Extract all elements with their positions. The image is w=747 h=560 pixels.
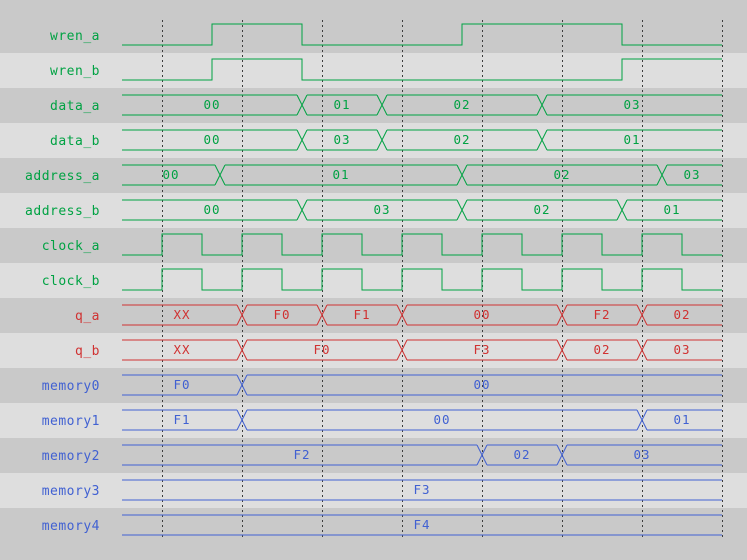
- bus-value-label: 03: [633, 447, 650, 462]
- bus-value-label: 03: [623, 97, 640, 112]
- row-stripe-light: [0, 473, 747, 508]
- row-stripe-light: [0, 333, 747, 368]
- bus-value-label: 02: [453, 97, 470, 112]
- signal-row-data_b[interactable]: data_b 00 03 02 01: [50, 129, 722, 151]
- bus-value-label: F1: [173, 412, 190, 427]
- digital-wave-wren_a: [122, 23, 722, 46]
- bus-value-label: 00: [203, 132, 220, 147]
- signal-row-memory3[interactable]: memory3 F3: [42, 479, 722, 501]
- signal-name-data_a[interactable]: data_a: [50, 99, 100, 114]
- signal-row-address_b[interactable]: address_b 00 03 02 01: [25, 199, 722, 221]
- bus-value-label: 03: [373, 202, 390, 217]
- bus-value-label: 03: [333, 132, 350, 147]
- bus-value-label: 03: [673, 342, 690, 357]
- signal-name-wren_b[interactable]: wren_b: [50, 64, 100, 79]
- bus-value-label: 00: [473, 307, 490, 322]
- bus-wave-data_b: [122, 129, 722, 151]
- bus-value-label: 00: [203, 97, 220, 112]
- bus-value-label: 01: [333, 97, 350, 112]
- signal-name-data_b[interactable]: data_b: [50, 134, 100, 149]
- signal-row-memory2[interactable]: memory2 F2 02 03: [42, 444, 722, 466]
- bus-value-label: 02: [513, 447, 530, 462]
- bus-value-label: XX: [173, 342, 190, 357]
- bus-value-label: F3: [473, 342, 490, 357]
- bus-value-label: 00: [473, 377, 490, 392]
- signal-name-q_a[interactable]: q_a: [75, 309, 100, 324]
- signal-name-address_b[interactable]: address_b: [25, 204, 100, 219]
- signal-name-memory4[interactable]: memory4: [42, 519, 100, 534]
- bus-value-label: 01: [673, 412, 690, 427]
- signal-name-q_b[interactable]: q_b: [75, 344, 100, 359]
- signal-name-wren_a[interactable]: wren_a: [50, 29, 100, 44]
- signal-row-wren_a[interactable]: wren_a: [50, 23, 722, 46]
- bus-wave-memory0: [122, 374, 722, 396]
- bus-wave-q_b: [122, 339, 722, 361]
- bus-value-label: F2: [593, 307, 610, 322]
- signal-row-q_a[interactable]: q_a XX F0 F1 00 F2 02: [75, 304, 722, 326]
- bus-value-label: 00: [433, 412, 450, 427]
- bus-wave-memory3: [122, 479, 722, 501]
- bus-value-label: 02: [453, 132, 470, 147]
- bus-value-label: 00: [203, 202, 220, 217]
- bus-value-label: F3: [413, 482, 430, 497]
- signal-row-data_a[interactable]: data_a 00 01 02 03: [50, 94, 722, 116]
- signal-row-memory1[interactable]: memory1 F1 00 01: [42, 409, 722, 431]
- signal-row-clock_a[interactable]: clock_a: [42, 233, 722, 256]
- bus-value-label: 02: [593, 342, 610, 357]
- bus-value-label: 02: [553, 167, 570, 182]
- bus-value-label: 02: [673, 307, 690, 322]
- bus-value-label: F0: [173, 377, 190, 392]
- bus-value-label: 01: [623, 132, 640, 147]
- bus-value-label: F4: [413, 517, 430, 532]
- bus-wave-memory4: [122, 514, 722, 536]
- digital-wave-clock_b: [122, 268, 722, 291]
- signal-name-address_a[interactable]: address_a: [25, 169, 100, 184]
- signal-row-address_a[interactable]: address_a 00 01 02 03: [25, 164, 722, 186]
- bus-wave-address_a: [122, 164, 722, 186]
- bus-value-label: XX: [173, 307, 190, 322]
- bus-wave-memory2: [122, 444, 722, 466]
- bus-value-label: 01: [663, 202, 680, 217]
- bus-value-label: 00: [162, 167, 179, 182]
- signal-row-memory4[interactable]: memory4 F4: [42, 514, 722, 536]
- digital-wave-clock_a: [122, 233, 722, 256]
- bus-value-label: 02: [533, 202, 550, 217]
- signal-name-memory3[interactable]: memory3: [42, 484, 100, 499]
- bus-value-label: F1: [353, 307, 370, 322]
- bus-wave-address_b: [122, 199, 722, 221]
- signal-row-clock_b[interactable]: clock_b: [42, 268, 722, 291]
- signal-row-wren_b[interactable]: wren_b: [50, 58, 722, 81]
- row-stripe-light: [0, 403, 747, 438]
- bus-value-label: F0: [273, 307, 290, 322]
- signal-name-memory0[interactable]: memory0: [42, 379, 100, 394]
- row-stripe-light: [0, 123, 747, 158]
- bus-value-label: F0: [313, 342, 330, 357]
- bus-wave-q_a: [122, 304, 722, 326]
- signal-row-q_b[interactable]: q_b XX F0 F3 02 03: [75, 339, 722, 361]
- signal-name-clock_b[interactable]: clock_b: [42, 274, 100, 289]
- bus-value-label: 03: [683, 167, 700, 182]
- bus-wave-data_a: [122, 94, 722, 116]
- signal-name-memory2[interactable]: memory2: [42, 449, 100, 464]
- row-stripe-light: [0, 263, 747, 298]
- signal-row-memory0[interactable]: memory0 F0 00: [42, 374, 722, 396]
- signal-name-clock_a[interactable]: clock_a: [42, 239, 100, 254]
- row-stripe-light: [0, 53, 747, 88]
- digital-wave-wren_b: [122, 58, 722, 81]
- bus-wave-memory1: [122, 409, 722, 431]
- bus-value-label: F2: [293, 447, 310, 462]
- signal-name-memory1[interactable]: memory1: [42, 414, 100, 429]
- bus-value-label: 01: [332, 167, 349, 182]
- time-gridlines: [162, 20, 723, 538]
